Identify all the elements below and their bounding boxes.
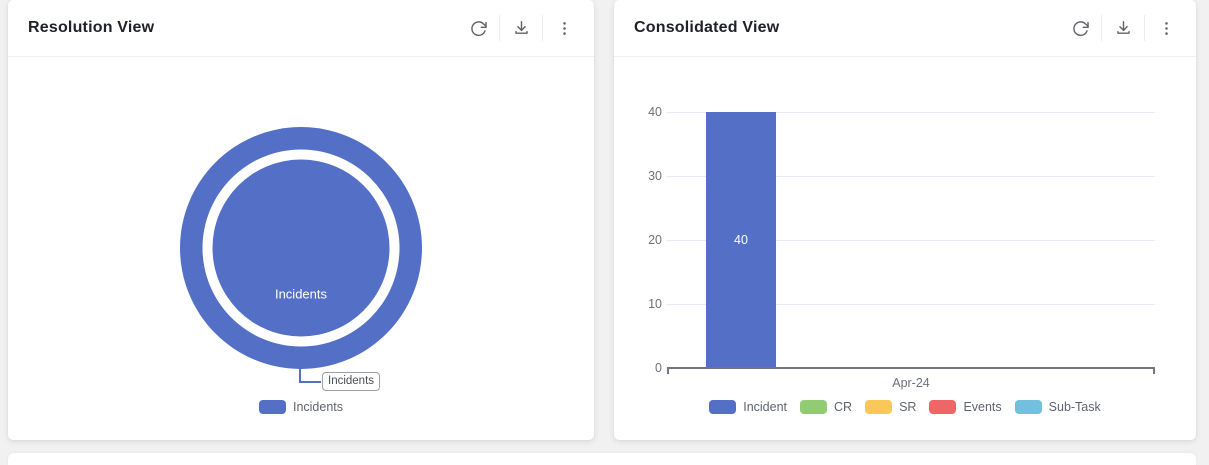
x-axis-tick bbox=[1153, 369, 1155, 374]
refresh-button[interactable] bbox=[1062, 12, 1098, 44]
refresh-icon bbox=[470, 20, 487, 36]
card-title: Consolidated View bbox=[634, 19, 780, 36]
callout-line-vertical bbox=[299, 363, 301, 383]
pie-inner-slice-incidents[interactable]: Incidents bbox=[212, 159, 390, 337]
more-vertical-icon bbox=[1164, 21, 1168, 35]
y-axis-tick-label: 40 bbox=[648, 105, 662, 119]
legend-label: SR bbox=[899, 400, 917, 414]
bar-value-label: 40 bbox=[734, 233, 748, 247]
legend-item-incidents[interactable]: Incidents bbox=[258, 400, 344, 414]
pie-legend: Incidents bbox=[8, 400, 594, 414]
legend-swatch-sr bbox=[865, 400, 893, 414]
x-axis-tick bbox=[667, 369, 669, 374]
bar-legend: Incident CR SR Events Sub-Task bbox=[614, 400, 1196, 414]
legend-swatch-incident bbox=[709, 400, 737, 414]
y-axis-tick-label: 0 bbox=[655, 361, 662, 375]
legend-item-sub-task[interactable]: Sub-Task bbox=[1014, 400, 1101, 414]
card-header: Resolution View bbox=[8, 0, 594, 57]
toolbar-divider bbox=[1144, 15, 1145, 41]
gridline-20 bbox=[667, 240, 1155, 241]
callout-line-horizontal bbox=[299, 381, 321, 383]
more-options-button[interactable] bbox=[1148, 12, 1184, 44]
y-axis-tick-label: 30 bbox=[648, 169, 662, 183]
download-button[interactable] bbox=[1105, 12, 1141, 44]
download-icon bbox=[514, 20, 528, 34]
legend-item-sr[interactable]: SR bbox=[865, 400, 916, 414]
legend-swatch-sub-task bbox=[1014, 400, 1042, 414]
toolbar-divider bbox=[542, 15, 543, 41]
legend-item-incident[interactable]: Incident bbox=[709, 400, 787, 414]
legend-swatch-incidents bbox=[258, 400, 286, 414]
pie-callout-label: Incidents bbox=[322, 372, 381, 391]
y-axis-tick-label: 10 bbox=[648, 297, 662, 311]
bar-incident-apr-24[interactable]: 40 bbox=[706, 112, 776, 368]
y-axis-tick-label: 20 bbox=[648, 233, 662, 247]
legend-label: CR bbox=[834, 400, 853, 414]
refresh-button[interactable] bbox=[460, 12, 496, 44]
card-toolbar bbox=[1062, 12, 1184, 44]
legend-swatch-events bbox=[929, 400, 957, 414]
legend-label: Events bbox=[963, 400, 1002, 414]
legend-label: Incidents bbox=[292, 400, 344, 414]
next-row-card-partial bbox=[8, 453, 1196, 465]
bar-chart-area: 40 30 20 10 0 40 Apr-24 Incident CR bbox=[614, 57, 1196, 439]
toolbar-divider bbox=[499, 15, 500, 41]
legend-item-events[interactable]: Events bbox=[929, 400, 1002, 414]
legend-label: Incident bbox=[743, 400, 787, 414]
refresh-icon bbox=[1072, 20, 1089, 36]
gridline-10 bbox=[667, 304, 1155, 305]
download-icon bbox=[1116, 20, 1130, 34]
resolution-view-card: Resolution View Incidents Incidents bbox=[8, 0, 594, 440]
consolidated-view-card: Consolidated View 40 30 20 10 0 bbox=[614, 0, 1196, 440]
toolbar-divider bbox=[1101, 15, 1102, 41]
pie-center-label: Incidents bbox=[274, 286, 328, 302]
nested-donut-chart: Incidents bbox=[180, 127, 422, 369]
x-axis-category-label: Apr-24 bbox=[892, 376, 930, 390]
download-button[interactable] bbox=[503, 12, 539, 44]
card-title: Resolution View bbox=[28, 19, 155, 36]
legend-label: Sub-Task bbox=[1048, 400, 1101, 414]
more-vertical-icon bbox=[562, 21, 566, 35]
more-options-button[interactable] bbox=[546, 12, 582, 44]
pie-chart-area: Incidents Incidents Incidents bbox=[8, 57, 594, 439]
card-header: Consolidated View bbox=[614, 0, 1196, 57]
x-axis-line bbox=[667, 367, 1155, 369]
legend-swatch-cr bbox=[800, 400, 827, 414]
gridline-40 bbox=[667, 112, 1155, 113]
legend-item-cr[interactable]: CR bbox=[800, 400, 852, 414]
bar-plot-area: 40 bbox=[667, 112, 1155, 374]
card-toolbar bbox=[460, 12, 582, 44]
gridline-30 bbox=[667, 176, 1155, 177]
